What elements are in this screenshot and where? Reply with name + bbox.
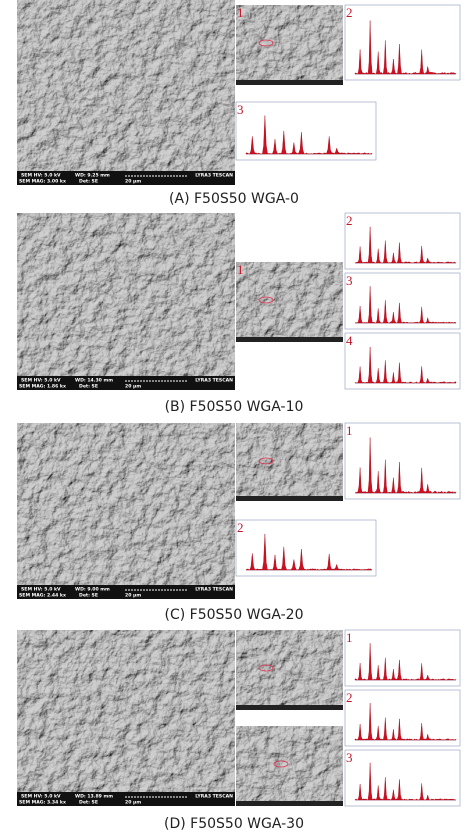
sem-detail [236, 630, 343, 710]
spectrum-box [235, 519, 377, 577]
spectrum-label: 3 [237, 102, 244, 117]
sem-scale: 20 μm [125, 384, 141, 390]
sem-brand: LYRA3 TESCAN [195, 173, 233, 179]
sem-scale: 20 μm [125, 593, 141, 599]
sem-brand: LYRA3 TESCAN [195, 378, 233, 384]
spectrum-box [344, 749, 461, 807]
sem-hv: SEM HV: 5.0 kV [21, 378, 61, 384]
spectrum-label: 1 [346, 630, 353, 645]
sem-det: Det: SE [79, 384, 98, 390]
sem-detail-bar [236, 801, 343, 806]
site-label: 1 [237, 5, 244, 20]
sem-mag: SEM MAG: 3.34 kx [19, 800, 66, 806]
sem-mag: SEM MAG: 2.44 kx [19, 593, 66, 599]
info-bar [17, 585, 235, 599]
spectrum-trace [354, 437, 457, 494]
sem-detail [236, 423, 343, 501]
spectrum-label: 2 [346, 690, 353, 705]
spectrum-label: 3 [346, 750, 353, 765]
sem-detail-bar [236, 705, 343, 710]
spectrum-trace [354, 20, 457, 75]
spectrum-trace [354, 703, 457, 741]
panel-caption: (D) F50S50 WGA-30 [164, 816, 304, 832]
sem-detail [236, 262, 343, 342]
spectrum-label: 2 [346, 213, 353, 228]
spectrum-trace [354, 762, 457, 801]
site-mark [258, 457, 274, 465]
spectrum-box [344, 689, 461, 747]
sem-brand: LYRA3 TESCAN [195, 587, 233, 593]
sem-detail [236, 726, 343, 806]
spectrum-label: 4 [346, 333, 353, 348]
spectrum-box [344, 212, 461, 270]
sem-hv: SEM HV: 5.0 kV [21, 587, 61, 593]
sem-scale: 20 μm [125, 179, 141, 185]
sem-hv: SEM HV: 5.0 kV [21, 173, 61, 179]
sem-brand: LYRA3 TESCAN [195, 794, 233, 800]
sem-mag: SEM MAG: 3.00 kx [19, 179, 66, 185]
sem-det: Det: SE [79, 179, 98, 185]
site-mark [258, 296, 274, 304]
sem-scale: 20 μm [125, 800, 141, 806]
spectrum-trace [354, 643, 457, 681]
spectrum-box [344, 422, 461, 500]
sem-hv: SEM HV: 5.0 kV [21, 794, 61, 800]
panel-caption: (A) F50S50 WGA-0 [169, 191, 299, 207]
sem-det: Det: SE [79, 800, 98, 806]
panel-caption: (C) F50S50 WGA-20 [165, 607, 304, 623]
sem-detail-bar [236, 496, 343, 501]
spectrum-label: 2 [346, 5, 353, 20]
info-bar [17, 171, 235, 185]
spectrum-trace [245, 115, 373, 155]
sem-image [17, 213, 235, 390]
sem-mag: SEM MAG: 1.86 kx [19, 384, 66, 390]
spectrum-trace [354, 346, 457, 384]
sem-wd: WD: 9.00 mm [75, 587, 110, 593]
site-mark [273, 760, 289, 768]
panel-caption: (B) F50S50 WGA-10 [165, 399, 304, 415]
info-bar [17, 792, 235, 806]
spectrum-trace [354, 286, 457, 324]
spectrum-box [344, 629, 461, 687]
sem-image [17, 0, 235, 185]
sem-detail [236, 5, 343, 85]
spectrum-box [235, 101, 377, 161]
spectrum-box [344, 332, 461, 390]
site-mark [258, 664, 274, 672]
sem-detail-bar [236, 80, 343, 85]
sem-det: Det: SE [79, 593, 98, 599]
spectrum-box [344, 272, 461, 330]
sem-wd: WD: 13.89 mm [75, 794, 113, 800]
spectrum-label: 2 [237, 520, 244, 535]
spectrum-label: 3 [346, 273, 353, 288]
spectrum-label: 1 [346, 423, 353, 438]
spectrum-box [344, 4, 461, 81]
sem-image [17, 630, 235, 806]
sem-wd: WD: 14.30 mm [75, 378, 113, 384]
sem-image [17, 423, 235, 599]
info-bar [17, 376, 235, 390]
spectrum-trace [354, 226, 457, 264]
spectrum-trace [245, 533, 373, 571]
sem-detail-bar [236, 337, 343, 342]
site-label: 1 [237, 262, 244, 277]
site-mark [258, 39, 274, 47]
sem-wd: WD: 9.25 mm [75, 173, 110, 179]
